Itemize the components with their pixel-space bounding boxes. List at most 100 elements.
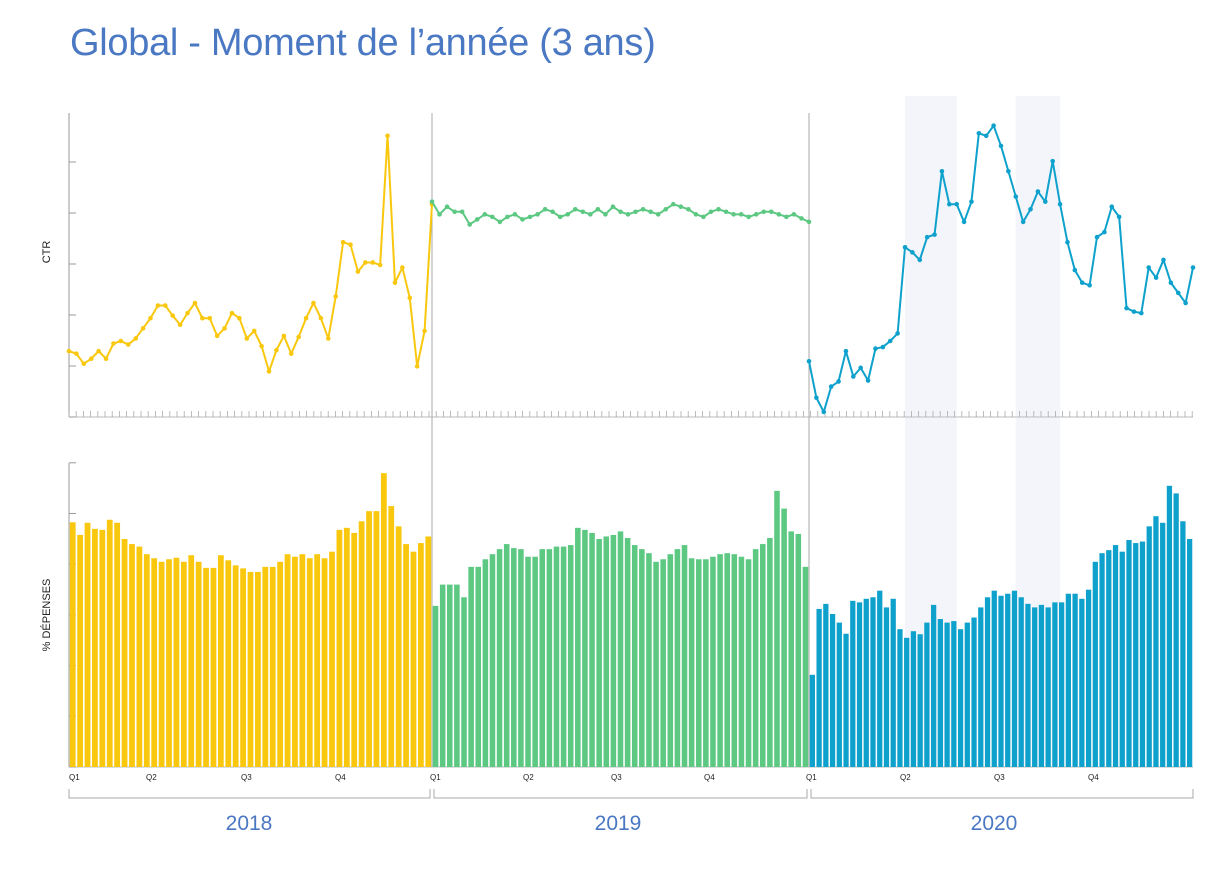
spend-bar-2020-49 xyxy=(1133,543,1139,767)
spend-bar-2020-14 xyxy=(897,629,903,767)
spend-bar-2019-16 xyxy=(539,549,546,767)
spend-bar-2020-33 xyxy=(1025,603,1031,767)
year-bracket-2020 xyxy=(810,789,1194,799)
ctr-point-2020-21 xyxy=(954,201,959,207)
ctr-point-2019-13 xyxy=(520,217,525,222)
ctr-point-2020-14 xyxy=(902,244,908,250)
spend-bar-2020-50 xyxy=(1139,541,1146,767)
spend-bar-2020-52 xyxy=(1153,516,1159,767)
spend-y-axis-label: % DÉPENSES xyxy=(40,579,53,652)
spend-bar-2018-4 xyxy=(92,528,98,767)
ctr-point-2020-46 xyxy=(1139,310,1144,316)
spend-bar-2020-22 xyxy=(951,621,957,767)
spend-bar-2020-54 xyxy=(1166,485,1173,767)
spend-bar-2019-10 xyxy=(496,549,503,767)
ctr-point-2020-19 xyxy=(939,168,945,174)
axis-labels: CTR % DÉPENSES Q1 Q2 Q3 Q4 Q1 Q2 Q3 Q4 Q… xyxy=(40,241,1099,835)
ctr-point-2020-34 xyxy=(1050,158,1055,164)
ctr-point-2018-35 xyxy=(318,315,324,321)
spend-bar-2019-44 xyxy=(738,556,745,767)
spend-bar-2018-28 xyxy=(269,566,276,767)
ctr-point-2019-37 xyxy=(701,214,706,220)
spend-bar-2020-35 xyxy=(1038,604,1045,767)
spend-bar-2018-14 xyxy=(166,559,172,767)
spend-bar-2018-31 xyxy=(292,556,298,767)
quarter-label-2018-q3: Q3 xyxy=(241,773,252,782)
ctr-point-2020-7 xyxy=(851,374,856,379)
spend-bar-2018-45 xyxy=(395,526,402,767)
ctr-point-2019-51 xyxy=(806,219,812,225)
ctr-point-2019-34 xyxy=(678,204,684,210)
ctr-point-2020-15 xyxy=(910,250,915,255)
spend-bar-2020-32 xyxy=(1018,597,1024,767)
ctr-point-2020-29 xyxy=(1013,194,1019,199)
ctr-point-2018-3 xyxy=(81,361,87,367)
ctr-point-2018-39 xyxy=(348,242,353,248)
spend-bar-2018-39 xyxy=(351,532,358,767)
ctr-point-2019-46 xyxy=(769,209,774,215)
spend-bar-2018-24 xyxy=(240,568,246,767)
spend-bar-2020-53 xyxy=(1160,522,1166,767)
spend-bar-2018-18 xyxy=(195,561,202,767)
ctr-point-2019-33 xyxy=(670,201,676,207)
ctr-point-2019-31 xyxy=(655,212,661,217)
spend-bar-2018-33 xyxy=(306,558,313,767)
ctr-point-2019-50 xyxy=(799,216,804,221)
spend-bar-2020-31 xyxy=(1011,590,1018,767)
spend-bar-2018-35 xyxy=(321,558,328,767)
spend-bar-2019-41 xyxy=(717,554,723,767)
ctr-point-2019-15 xyxy=(535,212,540,217)
spend-bar-2018-9 xyxy=(129,544,135,767)
ctr-point-2019-44 xyxy=(753,212,759,217)
spend-bar-2019-15 xyxy=(532,556,538,767)
spend-bar-2020-57 xyxy=(1187,539,1193,767)
spend-bar-2019-22 xyxy=(582,529,588,767)
quarter-label-2019-q4: Q4 xyxy=(704,773,715,782)
spend-bar-2018-12 xyxy=(151,558,158,767)
spend-bar-2019-8 xyxy=(482,559,489,767)
spend-bar-2018-37 xyxy=(336,529,343,767)
ctr-point-2018-11 xyxy=(140,326,146,331)
ctr-point-2020-20 xyxy=(947,201,952,207)
spend-bars xyxy=(69,473,1193,767)
spend-bar-2019-30 xyxy=(639,549,645,767)
ctr-point-2020-36 xyxy=(1065,239,1070,245)
spend-bar-2019-34 xyxy=(667,554,674,767)
ctr-point-2020-13 xyxy=(895,331,900,336)
ctr-point-2018-37 xyxy=(333,294,338,299)
spend-bar-2019-13 xyxy=(518,549,524,767)
spend-bar-2019-1 xyxy=(432,605,439,767)
ctr-point-2020-41 xyxy=(1102,229,1107,235)
ctr-point-2020-31 xyxy=(1028,206,1033,212)
spend-bar-2019-29 xyxy=(631,545,638,767)
spend-bar-2020-30 xyxy=(1005,593,1011,767)
ctr-point-2020-24 xyxy=(976,130,982,136)
ctr-point-2018-15 xyxy=(170,313,176,318)
ctr-point-2020-11 xyxy=(880,344,886,350)
spend-bar-2020-46 xyxy=(1112,545,1119,767)
spend-bar-2020-6 xyxy=(843,633,849,767)
ctr-line-2020 xyxy=(808,124,1194,413)
spend-bar-2018-17 xyxy=(188,555,195,767)
ctr-point-2020-53 xyxy=(1190,265,1196,270)
spend-bar-2019-14 xyxy=(525,556,531,767)
spend-bar-2020-10 xyxy=(870,597,876,767)
ctr-point-2018-26 xyxy=(251,328,257,334)
ctr-point-2018-16 xyxy=(177,322,183,328)
ctr-point-2019-23 xyxy=(595,206,601,212)
ctr-point-2020-17 xyxy=(924,234,930,240)
spend-bar-2018-23 xyxy=(232,565,239,767)
spend-bar-2020-4 xyxy=(829,613,836,767)
spend-bar-2018-7 xyxy=(114,522,121,767)
ctr-point-2019-36 xyxy=(693,212,699,217)
spend-bar-2020-17 xyxy=(917,634,923,767)
spend-bar-2020-19 xyxy=(931,604,937,767)
spend-bar-2018-38 xyxy=(343,527,350,767)
spend-bar-2018-26 xyxy=(255,571,261,767)
ctr-point-2020-52 xyxy=(1183,300,1188,306)
spend-bar-2019-24 xyxy=(596,539,602,767)
ctr-point-2018-6 xyxy=(103,356,109,362)
quarter-label-2019-q2: Q2 xyxy=(523,773,534,782)
spend-bar-2019-37 xyxy=(688,558,695,767)
ctr-point-2019-47 xyxy=(776,212,782,217)
